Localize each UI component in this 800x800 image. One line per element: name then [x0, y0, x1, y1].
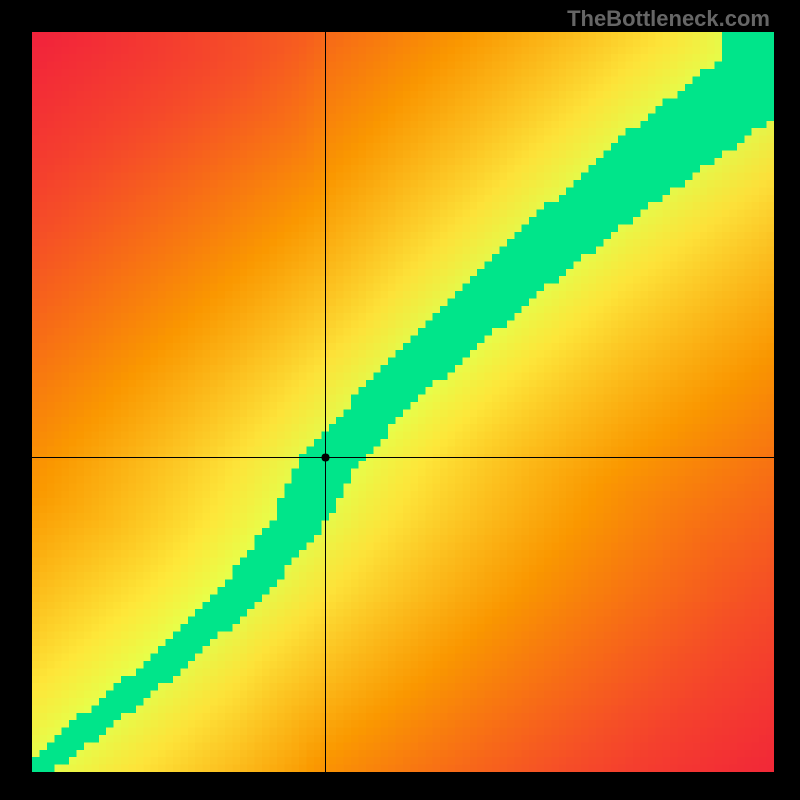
overlay-canvas — [32, 32, 774, 772]
chart-frame: TheBottleneck.com — [0, 0, 800, 800]
watermark-text: TheBottleneck.com — [567, 6, 770, 32]
